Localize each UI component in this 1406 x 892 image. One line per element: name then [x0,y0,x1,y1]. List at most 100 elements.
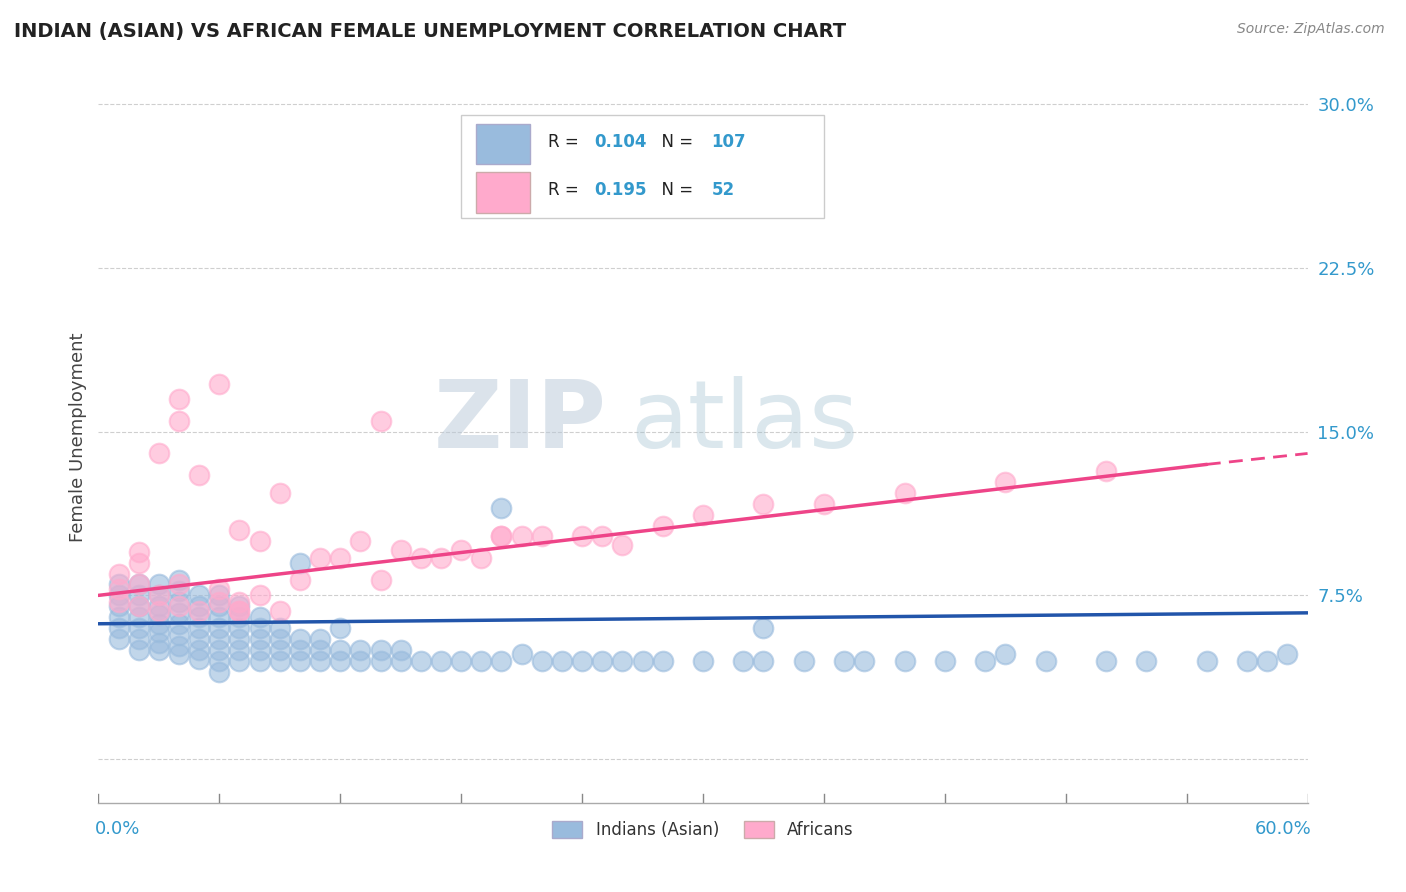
Point [208,654,231,668]
Point [128,599,150,614]
Point [994,648,1017,662]
Point [309,643,332,657]
Point [309,551,332,566]
Point [793,654,815,668]
Point [893,654,915,668]
Point [893,485,915,500]
Point [1195,654,1218,668]
Point [228,599,250,614]
Point [832,654,855,668]
Point [733,654,755,668]
Text: R =: R = [548,181,585,199]
Point [370,643,392,657]
Point [148,446,170,460]
Point [128,545,150,559]
FancyBboxPatch shape [461,115,824,218]
Point [288,654,311,668]
Point [208,632,231,646]
Point [208,588,231,602]
Point [370,414,392,428]
Point [208,610,231,624]
Point [167,584,190,599]
Point [188,651,211,665]
Point [389,542,412,557]
Point [107,599,129,614]
Point [430,654,453,668]
Point [249,621,271,635]
Point [249,654,271,668]
Point [571,654,593,668]
Text: 0.104: 0.104 [595,133,647,151]
Point [752,497,775,511]
Point [612,654,634,668]
Point [128,632,150,646]
Point [349,643,371,657]
Point [430,551,453,566]
Point [188,604,211,618]
Point [148,604,170,618]
Point [651,518,673,533]
Point [148,588,170,602]
Point [208,595,231,609]
Point [752,621,775,635]
Point [107,632,129,646]
Point [591,529,613,543]
Point [208,621,231,635]
Point [1277,648,1299,662]
Point [309,632,332,646]
Point [228,595,250,609]
Point [128,599,150,614]
Legend: Indians (Asian), Africans: Indians (Asian), Africans [546,814,860,846]
Point [329,654,352,668]
Point [188,610,211,624]
Point [107,621,129,635]
Point [188,632,211,646]
Point [692,654,714,668]
Text: INDIAN (ASIAN) VS AFRICAN FEMALE UNEMPLOYMENT CORRELATION CHART: INDIAN (ASIAN) VS AFRICAN FEMALE UNEMPLO… [14,22,846,41]
Point [530,529,553,543]
Point [692,508,714,522]
Point [167,414,190,428]
Point [288,643,311,657]
Point [269,604,291,618]
Point [167,648,190,662]
Point [491,654,513,668]
Point [107,582,129,596]
Point [228,610,250,624]
Point [450,542,472,557]
Point [148,625,170,640]
Point [249,533,271,548]
Point [208,643,231,657]
Text: 0.195: 0.195 [595,181,647,199]
Point [813,497,835,511]
Point [249,610,271,624]
Point [188,468,211,483]
Point [228,654,250,668]
Point [228,604,250,618]
Point [107,566,129,581]
Point [107,610,129,624]
Point [249,588,271,602]
Point [450,654,472,668]
Text: N =: N = [651,181,699,199]
Point [148,636,170,650]
Point [228,604,250,618]
Point [107,588,129,602]
Point [188,643,211,657]
Point [167,639,190,653]
Text: 60.0%: 60.0% [1256,821,1312,838]
Point [510,529,533,543]
Point [269,621,291,635]
Point [571,529,593,543]
Point [228,643,250,657]
Point [1135,654,1157,668]
Text: N =: N = [651,133,699,151]
Point [128,556,150,570]
Point [148,643,170,657]
Point [530,654,553,668]
Point [1035,654,1057,668]
Point [1256,654,1278,668]
Point [269,643,291,657]
Point [148,588,170,602]
Point [128,643,150,657]
